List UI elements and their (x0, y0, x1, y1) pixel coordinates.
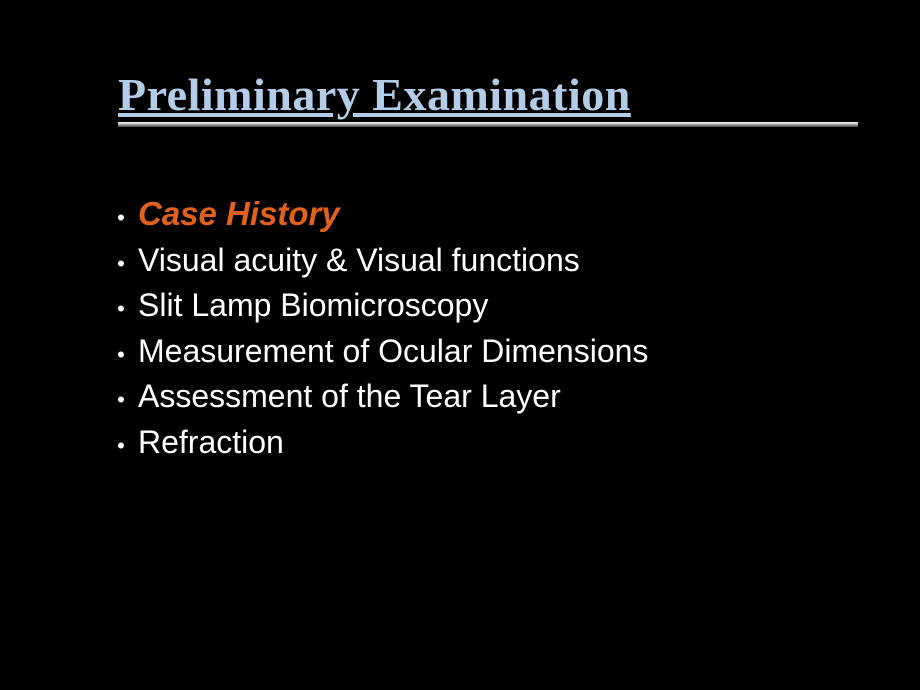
list-item: • Case History (104, 191, 920, 238)
title-container: Preliminary Examination (118, 68, 631, 121)
bullet-text: Visual acuity & Visual functions (138, 238, 580, 283)
bullet-marker: • (104, 293, 138, 324)
bullet-marker: • (104, 202, 138, 233)
list-item: • Refraction (104, 420, 920, 465)
bullet-marker: • (104, 339, 138, 370)
list-item: • Slit Lamp Biomicroscopy (104, 283, 920, 328)
list-item: • Assessment of the Tear Layer (104, 374, 920, 419)
bullet-list: • Case History • Visual acuity & Visual … (104, 191, 920, 465)
bullet-text: Slit Lamp Biomicroscopy (138, 283, 488, 328)
list-item: • Visual acuity & Visual functions (104, 238, 920, 283)
bullet-text-highlight: Case History (138, 191, 340, 238)
bullet-marker: • (104, 384, 138, 415)
bullet-marker: • (104, 430, 138, 461)
bullet-marker: • (104, 248, 138, 279)
slide: Preliminary Examination • Case History •… (0, 0, 920, 690)
title-underline-rule (118, 122, 858, 127)
bullet-text: Refraction (138, 420, 284, 465)
bullet-text: Measurement of Ocular Dimensions (138, 329, 648, 374)
bullet-text: Assessment of the Tear Layer (138, 374, 561, 419)
slide-title: Preliminary Examination (118, 68, 631, 121)
list-item: • Measurement of Ocular Dimensions (104, 329, 920, 374)
